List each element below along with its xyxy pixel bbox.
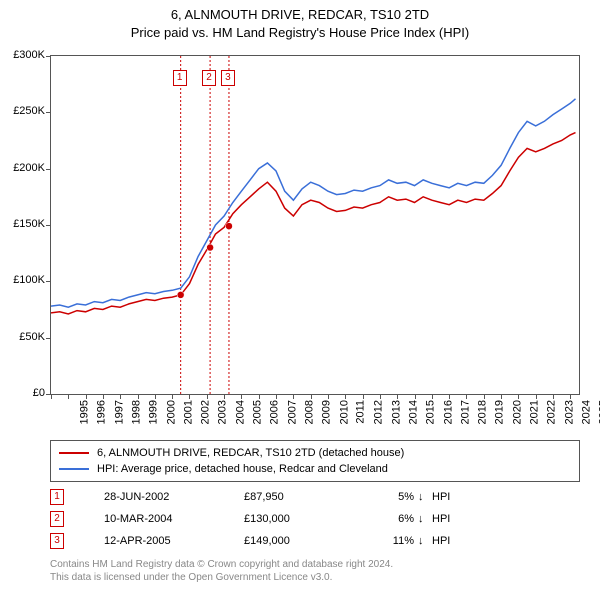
- sales-row: 2 10-MAR-2004£130,0006%↓HPI: [50, 508, 450, 530]
- down-arrow-icon: ↓: [418, 491, 432, 503]
- sales-suffix: HPI: [432, 535, 450, 547]
- legend-row-1: 6, ALNMOUTH DRIVE, REDCAR, TS10 2TD (det…: [59, 445, 571, 461]
- sales-row: 3 12-APR-2005£149,00011%↓HPI: [50, 530, 450, 552]
- sales-row: 1 28-JUN-2002£87,9505%↓HPI: [50, 486, 450, 508]
- x-axis-label: 1996: [96, 400, 108, 424]
- sales-date: 12-APR-2005: [104, 535, 244, 547]
- sale-marker-2: 2: [202, 70, 216, 86]
- x-axis-label: 2013: [390, 400, 402, 424]
- sales-pct: 11%: [364, 535, 418, 547]
- x-axis-label: 2018: [477, 400, 489, 424]
- sales-price: £149,000: [244, 535, 364, 547]
- x-axis-label: 2003: [217, 400, 229, 424]
- sales-table: 128-JUN-2002£87,9505%↓HPI210-MAR-2004£13…: [50, 486, 450, 552]
- title-line-1: 6, ALNMOUTH DRIVE, REDCAR, TS10 2TD: [0, 6, 600, 24]
- chart-container: 6, ALNMOUTH DRIVE, REDCAR, TS10 2TD Pric…: [0, 0, 600, 590]
- attribution-line-2: This data is licensed under the Open Gov…: [50, 571, 393, 584]
- sale-marker-1: 1: [173, 70, 187, 86]
- chart-svg: [51, 56, 579, 394]
- x-axis-label: 1995: [78, 400, 90, 424]
- down-arrow-icon: ↓: [418, 513, 432, 525]
- y-axis-label: £50K: [19, 331, 45, 343]
- sales-date: 10-MAR-2004: [104, 513, 244, 525]
- x-axis-label: 1998: [130, 400, 142, 424]
- sales-idx: 3: [50, 533, 64, 549]
- x-axis-label: 2010: [338, 400, 350, 424]
- chart-plot-area: [50, 55, 580, 395]
- y-axis-label: £300K: [13, 49, 45, 61]
- x-axis-label: 2017: [459, 400, 471, 424]
- legend-row-2: HPI: Average price, detached house, Redc…: [59, 461, 571, 477]
- x-axis-label: 2008: [304, 400, 316, 424]
- y-axis-label: £0: [33, 387, 45, 399]
- x-axis-label: 2002: [200, 400, 212, 424]
- legend: 6, ALNMOUTH DRIVE, REDCAR, TS10 2TD (det…: [50, 440, 580, 482]
- y-axis-label: £200K: [13, 162, 45, 174]
- y-axis-label: £100K: [13, 274, 45, 286]
- title-line-2: Price paid vs. HM Land Registry's House …: [0, 24, 600, 42]
- x-axis-label: 2023: [563, 400, 575, 424]
- x-axis-label: 2021: [529, 400, 541, 424]
- x-axis-label: 2022: [546, 400, 558, 424]
- x-axis-label: 2009: [321, 400, 333, 424]
- legend-swatch-2: [59, 468, 89, 470]
- legend-label-2: HPI: Average price, detached house, Redc…: [97, 463, 388, 475]
- sales-price: £87,950: [244, 491, 364, 503]
- attribution: Contains HM Land Registry data © Crown c…: [50, 558, 393, 584]
- x-axis-label: 2019: [494, 400, 506, 424]
- sales-suffix: HPI: [432, 491, 450, 503]
- sales-idx: 2: [50, 511, 64, 527]
- x-axis-label: 2004: [234, 400, 246, 424]
- y-axis-label: £150K: [13, 218, 45, 230]
- title-block: 6, ALNMOUTH DRIVE, REDCAR, TS10 2TD Pric…: [0, 0, 600, 41]
- x-axis-label: 2020: [511, 400, 523, 424]
- sales-date: 28-JUN-2002: [104, 491, 244, 503]
- sales-idx: 1: [50, 489, 64, 505]
- x-axis-label: 1997: [113, 400, 125, 424]
- x-axis-label: 2000: [165, 400, 177, 424]
- sales-pct: 6%: [364, 513, 418, 525]
- x-axis-label: 2024: [581, 400, 593, 424]
- x-axis-label: 2011: [355, 400, 367, 424]
- x-axis-label: 1999: [148, 400, 160, 424]
- sales-suffix: HPI: [432, 513, 450, 525]
- x-axis-label: 2012: [373, 400, 385, 424]
- x-axis-label: 2014: [407, 400, 419, 424]
- y-axis-label: £250K: [13, 105, 45, 117]
- x-axis-label: 2001: [182, 400, 194, 424]
- legend-label-1: 6, ALNMOUTH DRIVE, REDCAR, TS10 2TD (det…: [97, 447, 404, 459]
- x-axis-label: 2015: [425, 400, 437, 424]
- x-axis-label: 2016: [442, 400, 454, 424]
- attribution-line-1: Contains HM Land Registry data © Crown c…: [50, 558, 393, 571]
- x-axis-label: 2006: [269, 400, 281, 424]
- x-axis-label: 2005: [252, 400, 264, 424]
- legend-swatch-1: [59, 452, 89, 454]
- sale-marker-3: 3: [221, 70, 235, 86]
- down-arrow-icon: ↓: [418, 535, 432, 547]
- x-axis-label: 2007: [286, 400, 298, 424]
- sales-pct: 5%: [364, 491, 418, 503]
- sales-price: £130,000: [244, 513, 364, 525]
